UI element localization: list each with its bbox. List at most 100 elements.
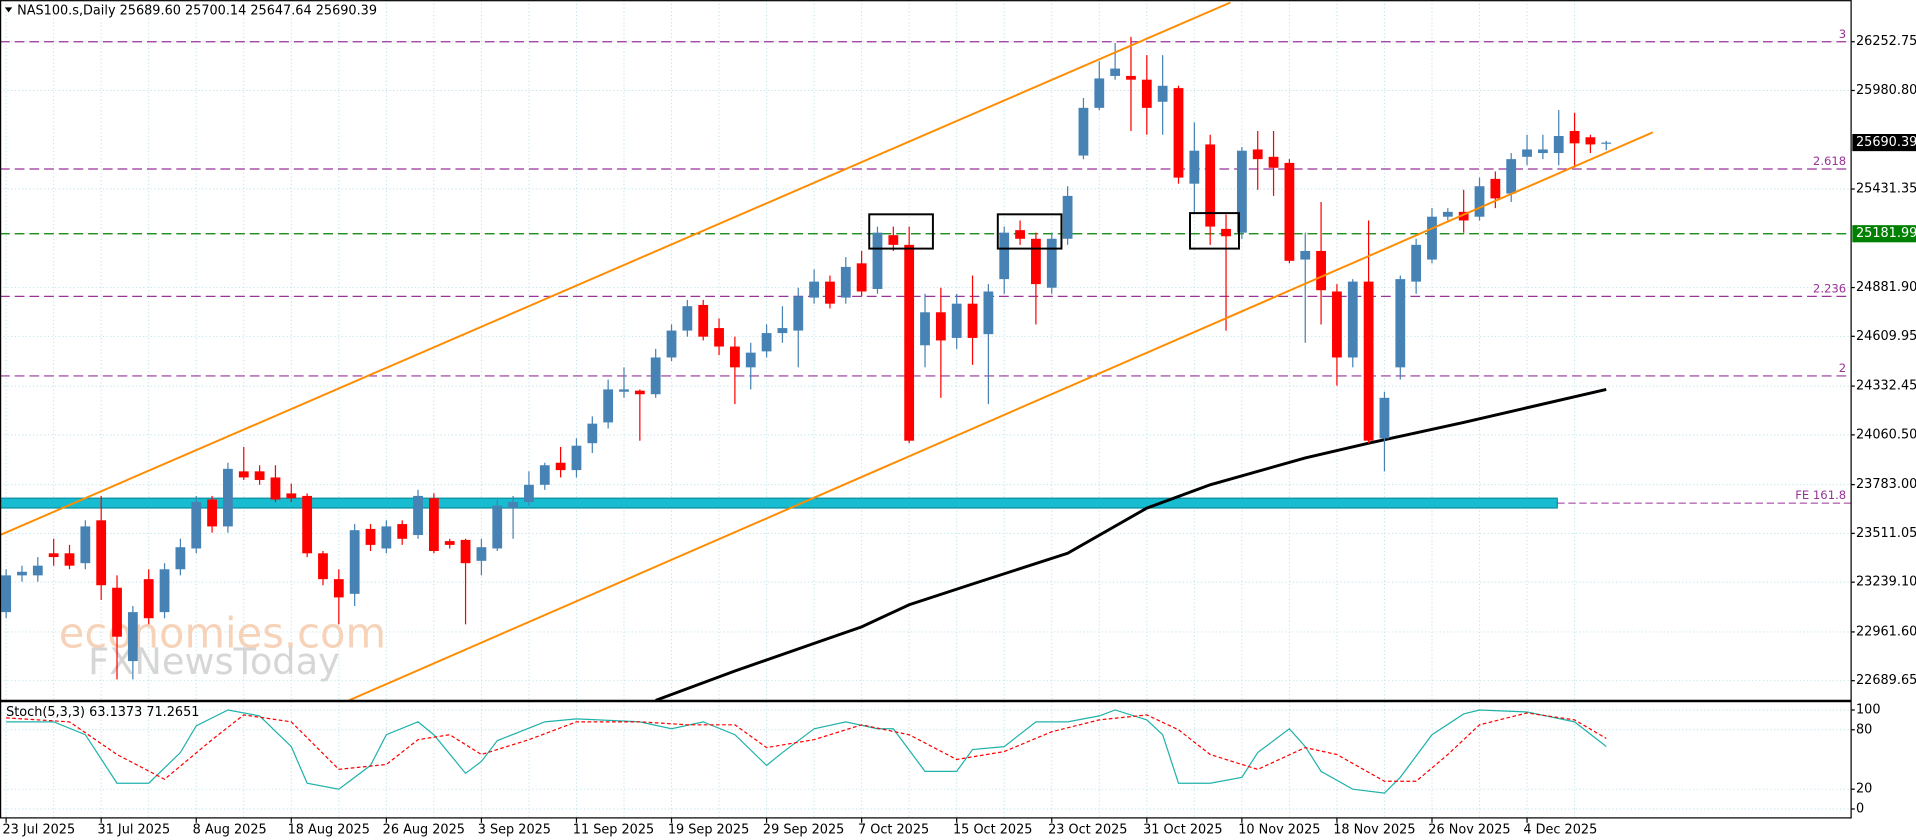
candle-body bbox=[1458, 211, 1469, 221]
channel-lower bbox=[348, 131, 1654, 701]
candle-body bbox=[1553, 136, 1564, 154]
x-tick-label: 7 Oct 2025 bbox=[858, 823, 929, 838]
candle-body bbox=[1252, 149, 1263, 160]
y-tick-label: 25431.35 bbox=[1856, 182, 1916, 197]
candle-body bbox=[318, 553, 328, 580]
x-tick-label: 18 Aug 2025 bbox=[288, 823, 370, 838]
y-tick-label: 26252.75 bbox=[1856, 34, 1916, 49]
stoch-line bbox=[6, 709, 1607, 794]
candle-body bbox=[555, 462, 566, 471]
candle-body bbox=[1078, 107, 1089, 156]
candle-body bbox=[96, 520, 107, 586]
candle-body bbox=[1157, 85, 1168, 102]
candle-body bbox=[1474, 186, 1485, 217]
x-tick-label: 23 Jul 2025 bbox=[2, 823, 75, 838]
y-tick-label: 25980.80 bbox=[1856, 83, 1916, 98]
candle-body bbox=[999, 232, 1010, 280]
candle-body bbox=[333, 579, 344, 598]
candle-body bbox=[397, 524, 408, 539]
candle-body bbox=[1300, 250, 1311, 260]
candle-body bbox=[935, 312, 946, 341]
candle-body bbox=[1284, 162, 1295, 261]
candle-body bbox=[223, 468, 233, 527]
candle-body bbox=[872, 232, 883, 289]
price-box bbox=[1852, 134, 1916, 152]
candle-body bbox=[634, 390, 645, 395]
candle-body bbox=[1110, 68, 1121, 76]
candle-body bbox=[175, 547, 186, 570]
y-tick-label: 0 bbox=[1856, 801, 1864, 816]
candle-body bbox=[1046, 238, 1057, 288]
price-box-label: 25181.99 bbox=[1856, 226, 1916, 241]
candle-body bbox=[1221, 228, 1231, 237]
candle-body bbox=[698, 304, 709, 337]
candle-body bbox=[951, 303, 962, 338]
candle-body bbox=[539, 465, 550, 485]
x-tick-label: 3 Sep 2025 bbox=[478, 823, 551, 838]
candle-body bbox=[1363, 281, 1374, 441]
chart-title: NAS100.s,Daily 25689.60 25700.14 25647.6… bbox=[17, 4, 377, 19]
candle-body bbox=[1569, 130, 1580, 144]
candle-body bbox=[1537, 149, 1548, 154]
candle-body bbox=[983, 291, 994, 335]
y-tick-label: 100 bbox=[1856, 702, 1881, 717]
y-tick-label: 20 bbox=[1856, 782, 1872, 797]
stoch-line bbox=[6, 712, 1607, 782]
candle-body bbox=[349, 530, 360, 594]
candle-body bbox=[1522, 149, 1532, 157]
candle-body bbox=[1379, 397, 1390, 439]
x-tick-label: 4 Dec 2025 bbox=[1523, 823, 1597, 838]
level-label: 2 bbox=[1839, 361, 1846, 375]
price-box bbox=[1852, 225, 1916, 243]
candle-body bbox=[888, 235, 899, 245]
candle-body bbox=[666, 330, 677, 358]
candle-body bbox=[1395, 279, 1406, 368]
fe-band bbox=[0, 497, 1558, 509]
candle-body bbox=[127, 612, 138, 662]
y-tick-label: 23511.05 bbox=[1856, 526, 1916, 541]
candle-body bbox=[1031, 238, 1041, 285]
candle-body bbox=[1205, 144, 1216, 227]
x-tick-label: 23 Oct 2025 bbox=[1048, 823, 1127, 838]
level-label: 2.236 bbox=[1813, 281, 1846, 295]
candle-body bbox=[428, 498, 439, 551]
candle-body bbox=[191, 502, 202, 549]
x-tick-label: 19 Sep 2025 bbox=[668, 823, 749, 838]
candle-body bbox=[793, 296, 804, 331]
axes: 22689.65 22961.60 23239.10 23511.05 23783.00… bbox=[2, 34, 1916, 838]
candle-body bbox=[508, 502, 518, 509]
grid bbox=[0, 0, 1852, 818]
candle-body bbox=[238, 471, 249, 478]
candle-body bbox=[365, 528, 376, 545]
candle-body bbox=[1062, 195, 1073, 239]
candle-body bbox=[1015, 230, 1025, 239]
x-tick-label: 29 Sep 2025 bbox=[763, 823, 844, 838]
stoch-panel bbox=[6, 709, 1607, 794]
candle-body bbox=[524, 484, 534, 503]
y-tick-label: 22961.60 bbox=[1856, 624, 1916, 639]
candle-body bbox=[302, 495, 313, 554]
candle-body bbox=[825, 281, 835, 304]
candle-body bbox=[17, 571, 27, 576]
candle-body bbox=[270, 477, 281, 500]
watermark: FXNewsToday bbox=[88, 640, 340, 683]
candle-body bbox=[1268, 156, 1279, 168]
candle-body bbox=[286, 493, 297, 499]
x-tick-label: 10 Nov 2025 bbox=[1238, 823, 1320, 838]
candle-body bbox=[761, 333, 772, 352]
candle-body bbox=[1316, 250, 1326, 291]
candle-body bbox=[1585, 137, 1596, 145]
candle-body bbox=[1141, 79, 1152, 108]
x-tick-label: 11 Sep 2025 bbox=[573, 823, 654, 838]
candle-body bbox=[777, 328, 788, 334]
candle-body bbox=[745, 352, 756, 368]
candle-body bbox=[64, 553, 75, 566]
candle-body bbox=[159, 569, 170, 613]
y-tick-label: 24060.50 bbox=[1856, 427, 1916, 442]
main-panel: 3 2.618 2.236 2 FE 161.8 bbox=[0, 27, 1852, 701]
candle-body bbox=[1, 575, 12, 613]
candle-body bbox=[840, 266, 851, 298]
candle-body bbox=[967, 303, 978, 338]
candle-body bbox=[112, 587, 122, 637]
